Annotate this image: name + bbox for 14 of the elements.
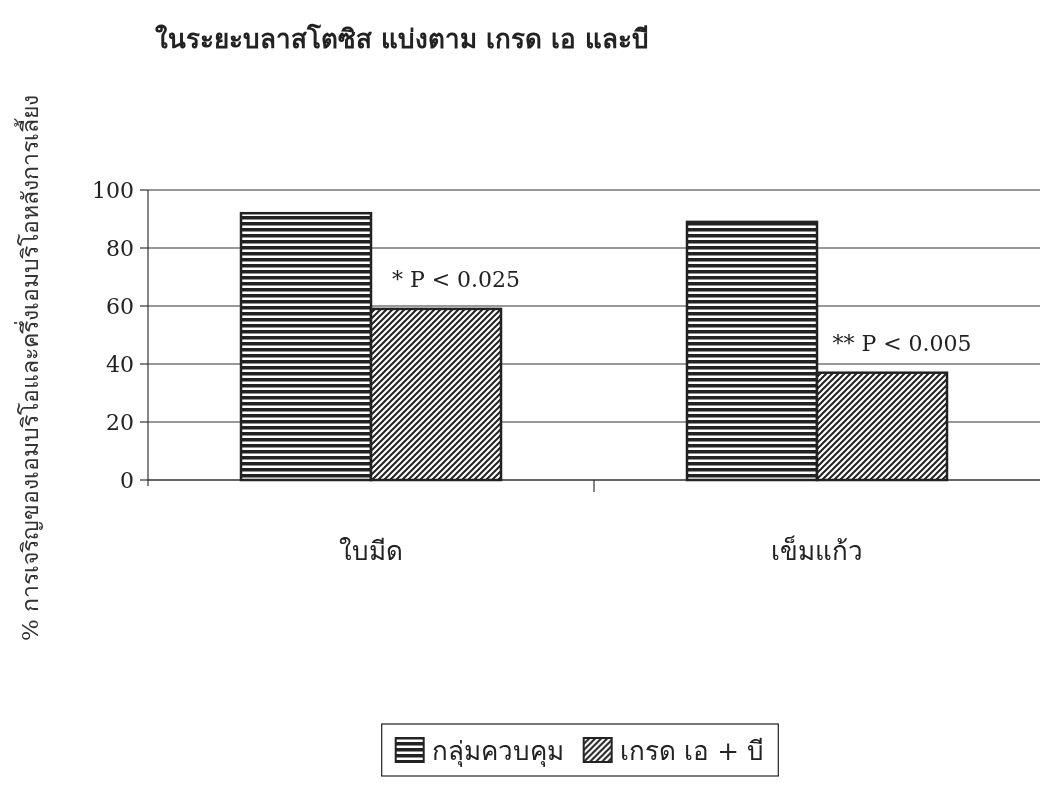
annotation: * P < 0.025 — [391, 266, 521, 292]
y-tick-label: 100 — [92, 177, 134, 203]
annotation: ** P < 0.005 — [832, 330, 972, 356]
y-tick-label: 0 — [120, 467, 134, 493]
y-tick-label: 20 — [106, 409, 134, 435]
legend-label: เกรด เอ + บี — [619, 736, 765, 766]
x-tick-label: เข็มแก้ว — [771, 535, 863, 566]
y-tick-label: 80 — [106, 235, 134, 261]
x-tick-label: ใบมีด — [339, 536, 403, 566]
y-tick-label: 60 — [106, 293, 134, 319]
legend-label: กลุ่มควบคุม — [431, 736, 564, 767]
chart-title: ในระยะบลาสโตซิส แบ่งตาม เกรด เอ และบี — [155, 23, 650, 54]
y-axis-title: % การเจริญของเอมบริโอและครึ่งเอมบริโอหลังการเลี้ยง — [14, 94, 43, 642]
y-tick-label: 40 — [106, 351, 134, 377]
